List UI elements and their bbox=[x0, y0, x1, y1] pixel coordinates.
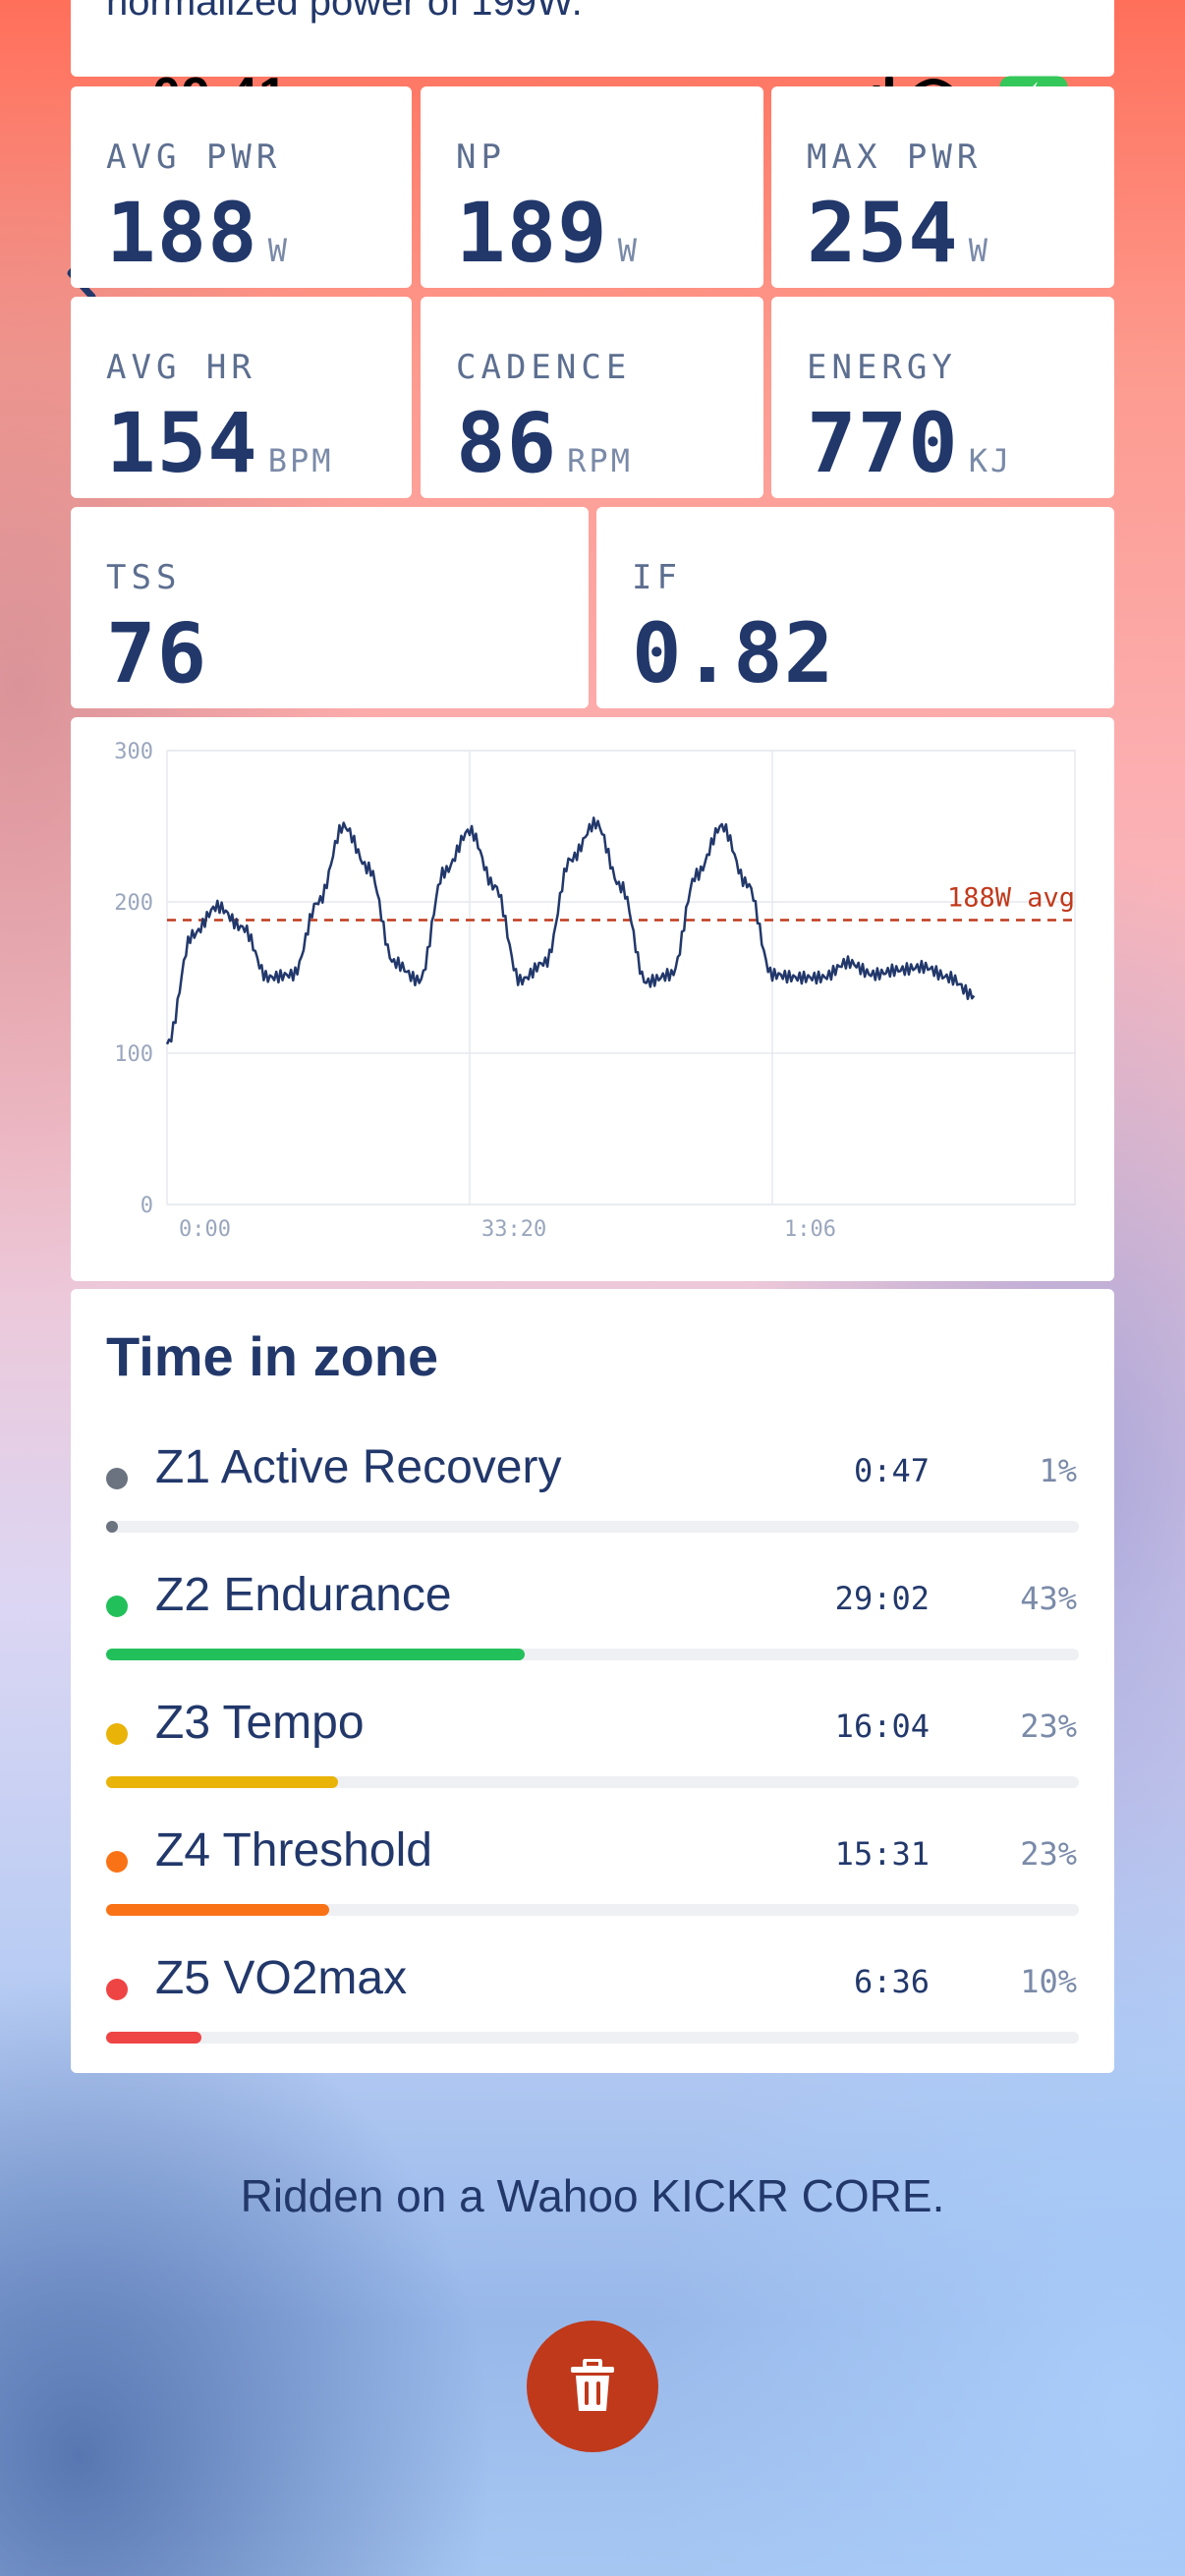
stat-card-cadence: CADENCE 86 RPM bbox=[421, 297, 763, 498]
stat-label: CADENCE bbox=[456, 348, 632, 387]
zone-percent: 43% bbox=[1020, 1580, 1077, 1617]
stat-card-max-power: MAX PWR 254 W bbox=[771, 86, 1114, 288]
zone-bar-fill bbox=[106, 1904, 329, 1916]
zone-dot bbox=[106, 1851, 128, 1873]
stat-label: AVG HR bbox=[106, 348, 256, 387]
zone-dot bbox=[106, 1979, 128, 2000]
stat-number: 76 bbox=[106, 605, 208, 701]
zone-bar-track bbox=[106, 1904, 1079, 1916]
stat-value: 154 BPM bbox=[106, 395, 334, 491]
zone-dot bbox=[106, 1723, 128, 1745]
zone-time: 0:47 bbox=[853, 1452, 930, 1489]
zone-percent: 1% bbox=[1039, 1452, 1077, 1489]
stat-value: 86 RPM bbox=[456, 395, 633, 491]
delete-button[interactable] bbox=[527, 2321, 658, 2452]
zones-title: Time in zone bbox=[106, 1325, 439, 1387]
zone-row-z3: Z3 Tempo 16:04 23% bbox=[106, 1696, 1079, 1794]
x-tick-label: 0:00 bbox=[179, 1217, 231, 1242]
zone-percent: 23% bbox=[1020, 1708, 1077, 1745]
average-line-label: 188W avg bbox=[947, 882, 1075, 913]
zone-bar-track bbox=[106, 1649, 1079, 1660]
zone-time: 6:36 bbox=[853, 1963, 930, 2000]
stat-card-np: NP 189 W bbox=[421, 86, 763, 288]
stat-unit: W bbox=[968, 232, 990, 269]
zone-bar-fill bbox=[106, 1649, 525, 1660]
zone-bar-track bbox=[106, 1521, 1079, 1533]
stat-value: 188 W bbox=[106, 185, 290, 281]
device-note: Ridden on a Wahoo KICKR CORE. bbox=[240, 2170, 945, 2221]
stat-card-tss: TSS 76 bbox=[71, 507, 589, 708]
summary-card: normalized power of 199W. bbox=[71, 0, 1114, 77]
zone-name: Z1 Active Recovery bbox=[155, 1441, 562, 1493]
zone-row-z1: Z1 Active Recovery 0:47 1% bbox=[106, 1440, 1079, 1539]
power-chart-card: 300 200 100 0 0:00 33:20 1:06 188W avg bbox=[71, 717, 1114, 1281]
y-tick-label: 100 bbox=[114, 1042, 153, 1067]
zone-percent: 23% bbox=[1020, 1835, 1077, 1873]
zone-row-z4: Z4 Threshold 15:31 23% bbox=[106, 1823, 1079, 1922]
stat-label: TSS bbox=[106, 558, 182, 597]
stat-number: 0.82 bbox=[632, 605, 835, 701]
stat-number: 86 bbox=[456, 395, 558, 491]
stat-number: 188 bbox=[106, 185, 258, 281]
y-tick-label: 300 bbox=[114, 740, 153, 764]
y-tick-label: 0 bbox=[141, 1194, 153, 1218]
zone-time: 15:31 bbox=[834, 1835, 930, 1873]
stat-label: AVG PWR bbox=[106, 138, 282, 177]
zone-time: 29:02 bbox=[834, 1580, 930, 1617]
stat-value: 254 W bbox=[807, 185, 990, 281]
stat-label: IF bbox=[632, 558, 682, 597]
stat-card-avg-power: AVG PWR 188 W bbox=[71, 86, 412, 288]
zone-row-z5: Z5 VO2max 6:36 10% bbox=[106, 1951, 1079, 2049]
stat-label: ENERGY bbox=[807, 348, 957, 387]
x-tick-label: 1:06 bbox=[784, 1217, 836, 1242]
stat-value: 189 W bbox=[456, 185, 640, 281]
stat-number: 189 bbox=[456, 185, 608, 281]
zone-name: Z2 Endurance bbox=[155, 1569, 452, 1621]
stat-value: 770 KJ bbox=[807, 395, 1012, 491]
summary-text: normalized power of 199W. bbox=[106, 0, 583, 24]
stat-card-avg-hr: AVG HR 154 BPM bbox=[71, 297, 412, 498]
stat-unit: KJ bbox=[968, 442, 1013, 479]
stat-card-if: IF 0.82 bbox=[596, 507, 1114, 708]
power-chart: 300 200 100 0 0:00 33:20 1:06 188W avg bbox=[114, 740, 1076, 1242]
zone-bar-fill bbox=[106, 1776, 338, 1788]
zone-time: 16:04 bbox=[834, 1708, 930, 1745]
stat-value: 0.82 bbox=[632, 605, 834, 701]
zone-bar-track bbox=[106, 2032, 1079, 2044]
stat-number: 770 bbox=[807, 395, 959, 491]
stat-card-energy: ENERGY 770 KJ bbox=[771, 297, 1114, 498]
zone-row-z2: Z2 Endurance 29:02 43% bbox=[106, 1568, 1079, 1666]
zone-bar-fill bbox=[106, 2032, 202, 2044]
stat-unit: W bbox=[617, 232, 640, 269]
zone-name: Z5 VO2max bbox=[155, 1952, 408, 2004]
x-tick-label: 33:20 bbox=[481, 1217, 546, 1242]
stat-unit: RPM bbox=[567, 442, 633, 479]
stat-label: NP bbox=[456, 138, 506, 177]
stat-number: 154 bbox=[106, 395, 258, 491]
zone-bar-fill bbox=[106, 1521, 118, 1533]
stat-value: 76 bbox=[106, 605, 207, 701]
stat-unit: W bbox=[267, 232, 290, 269]
power-series-line bbox=[165, 816, 976, 1045]
zone-bar-track bbox=[106, 1776, 1079, 1788]
zone-dot bbox=[106, 1596, 128, 1617]
stat-label: MAX PWR bbox=[807, 138, 983, 177]
zone-dot bbox=[106, 1468, 128, 1489]
y-tick-label: 200 bbox=[114, 891, 153, 916]
trash-icon bbox=[571, 2359, 614, 2411]
zone-percent: 10% bbox=[1020, 1963, 1077, 2000]
zone-name: Z4 Threshold bbox=[155, 1824, 432, 1876]
stat-number: 254 bbox=[807, 185, 959, 281]
time-in-zone-card: Time in zone Z1 Active Recovery 0:47 1% … bbox=[71, 1289, 1114, 2073]
stat-unit: BPM bbox=[267, 442, 334, 479]
zone-name: Z3 Tempo bbox=[155, 1697, 365, 1749]
